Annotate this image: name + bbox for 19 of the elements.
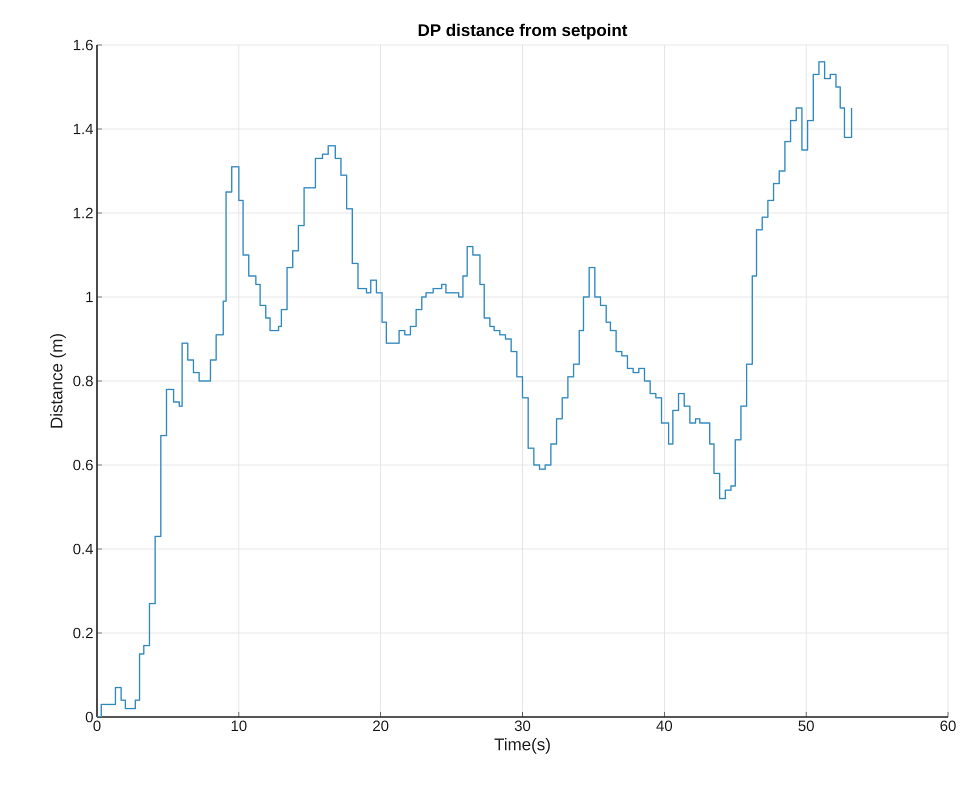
y-tick-label: 0.8 [73,376,93,386]
x-tick-label: 20 [373,720,388,732]
y-axis-title: Distance (m) [50,334,66,428]
y-tick-label: 1.6 [74,40,93,50]
y-tick-label: 1.4 [74,124,94,134]
x-tick-label: 50 [798,720,814,732]
x-tick-label: 30 [514,720,530,732]
x-axis-title: Time(s) [494,738,550,754]
y-tick-label: 0.4 [73,544,94,554]
y-tick-label: 1.2 [74,208,93,218]
y-tick-label: 1 [86,292,93,302]
y-tick-label: 0.6 [73,460,93,470]
chart-title: DP distance from setpoint [418,24,628,40]
x-tick-label: 40 [656,720,672,732]
y-tick-label: 0 [86,712,93,722]
y-tick-label: 0.2 [73,628,93,638]
x-tick-label: 60 [940,720,956,732]
x-tick-label: 10 [232,720,247,732]
x-tick-label: 0 [93,720,101,732]
